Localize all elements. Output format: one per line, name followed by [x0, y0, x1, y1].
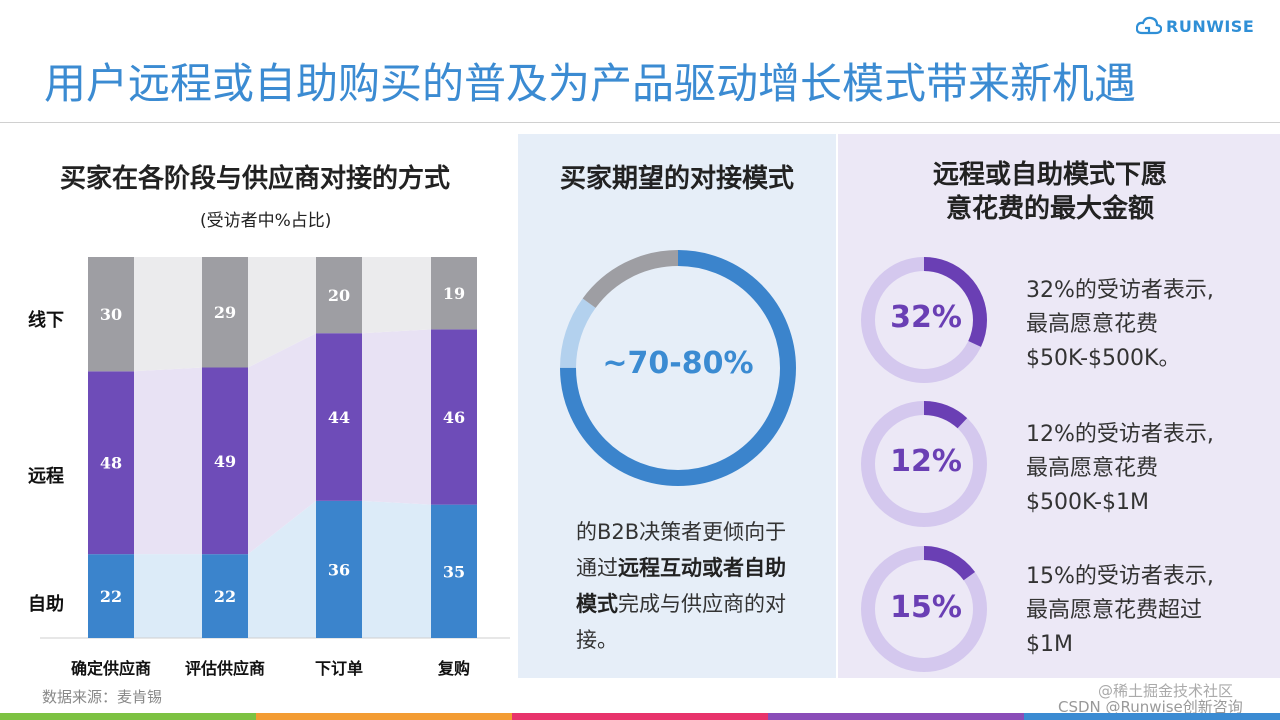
lane-fill-远程 — [248, 333, 316, 555]
ring-text-2-line3: $500K-$1M — [1026, 490, 1150, 515]
ring-progress — [861, 257, 987, 383]
logo-text: RUNWISE — [1166, 16, 1255, 36]
page-title: 用户远程或自助购买的普及为产品驱动增长模式带来新机遇 — [44, 59, 1137, 108]
bar-segment — [202, 554, 248, 638]
left-chart-subtitle: (受访者中%占比) — [200, 211, 332, 231]
bar-data-label: 22 — [214, 587, 236, 606]
x-tick-label: 评估供应商 — [185, 659, 265, 678]
bar-segment — [202, 367, 248, 555]
ring-progress — [861, 546, 987, 672]
donut-slice — [560, 250, 796, 486]
donut-center-label: ~70-80% — [602, 346, 754, 381]
desc-part-2: 完成与供应商的对接。 — [576, 592, 786, 652]
bar-data-label: 19 — [443, 284, 465, 303]
left-chart-title: 买家在各阶段与供应商对接的方式 — [60, 164, 451, 194]
ring-text-2-line2: 最高愿意花费 — [1026, 456, 1159, 481]
lane-fill-线下 — [362, 257, 431, 334]
bar-data-label: 48 — [100, 454, 122, 473]
lane-fill-线下 — [134, 257, 202, 372]
series-label-self-service: 自助 — [28, 594, 64, 615]
strip-segment-1 — [0, 713, 256, 720]
bar-data-label: 49 — [214, 452, 236, 471]
bar-segment — [88, 257, 134, 372]
lane-fill-远程 — [362, 329, 431, 505]
ring-text-1-line1: 32%的受访者表示, — [1026, 278, 1214, 303]
rings-title-line1: 远程或自助模式下愿 — [932, 160, 1167, 190]
bar-segment — [431, 257, 477, 330]
series-label-offline: 线下 — [28, 310, 64, 331]
series-label-remote: 远程 — [28, 466, 64, 487]
x-tick-label: 下订单 — [315, 659, 363, 678]
ring-text-2-line1: 12%的受访者表示, — [1026, 422, 1214, 447]
strip-segment-3 — [512, 713, 768, 720]
watermark-csdn: CSDN @Runwise创新咨询 — [1058, 698, 1243, 716]
bar-segment — [88, 554, 134, 638]
ring-progress — [861, 401, 987, 527]
bar-data-label: 30 — [100, 305, 122, 324]
lane-fill-远程 — [134, 367, 202, 555]
watermark-juejin: @稀土掘金技术社区 — [1098, 682, 1234, 700]
bar-segment — [431, 329, 477, 505]
desc-bold: 远程互动或者自助模式 — [576, 556, 786, 616]
bar-segment — [316, 333, 362, 501]
donut-chart — [560, 250, 796, 486]
ring-text-3-line1: 15%的受访者表示, — [1026, 564, 1214, 589]
ring-label-1: 32% — [890, 300, 962, 335]
bar-data-label: 35 — [443, 562, 465, 581]
x-tick-label: 复购 — [437, 659, 470, 678]
cloud-logo-icon — [1136, 16, 1162, 35]
lane-fill-自助 — [248, 500, 316, 638]
desc-part-1: 的B2B决策者更倾向于通过 — [576, 520, 787, 580]
bar-segment — [202, 257, 248, 368]
stacked-bar-chart: 22 48 30 确定供应商 22 49 29 评估供应商 36 44 20 下订单 35 46 19 复购 — [40, 257, 510, 678]
ring-text-3-line3: $1M — [1026, 632, 1073, 657]
data-source: 数据来源：麦肯锡 — [42, 688, 163, 706]
bar-data-label: 29 — [214, 303, 236, 322]
ring-label-2: 12% — [890, 444, 962, 479]
ring-text-2: 12%的受访者表示, 最高愿意花费 $500K-$1M — [1026, 418, 1256, 520]
title-divider — [0, 122, 1280, 123]
x-tick-label: 确定供应商 — [71, 659, 151, 678]
donut-description: 的B2B决策者更倾向于通过远程互动或者自助模式完成与供应商的对接。 — [576, 514, 806, 658]
ring-text-1: 32%的受访者表示, 最高愿意花费 $50K-$500K。 — [1026, 274, 1256, 376]
bar-segment — [88, 371, 134, 555]
bar-data-label: 44 — [328, 408, 350, 427]
bar-segment — [316, 500, 362, 638]
strip-segment-2 — [256, 713, 512, 720]
bar-data-label: 22 — [100, 587, 122, 606]
ring-label-3: 15% — [890, 590, 962, 625]
bar-segment — [431, 504, 477, 638]
donut-title: 买家期望的对接模式 — [559, 164, 794, 194]
lane-fill-自助 — [134, 554, 202, 638]
ring-text-1-line2: 最高愿意花费 — [1026, 312, 1159, 337]
percentage-rings — [861, 257, 987, 672]
lane-fill-线下 — [248, 257, 316, 368]
ring-text-3: 15%的受访者表示, 最高愿意花费超过 $1M — [1026, 560, 1256, 662]
lane-fill-自助 — [362, 500, 431, 638]
ring-text-3-line2: 最高愿意花费超过 — [1026, 598, 1203, 623]
bar-data-label: 46 — [443, 408, 465, 427]
bar-data-label: 36 — [328, 560, 350, 579]
strip-segment-4 — [768, 713, 1024, 720]
bar-data-label: 20 — [328, 286, 350, 305]
ring-text-1-line3: $50K-$500K。 — [1026, 346, 1181, 371]
rings-title: 远程或自助模式下愿 意花费的最大金额 — [880, 158, 1220, 226]
strip-segment-5 — [1024, 713, 1280, 720]
rings-title-line2: 意花费的最大金额 — [945, 194, 1154, 224]
bar-segment — [316, 257, 362, 334]
logo: RUNWISE — [1136, 12, 1256, 40]
